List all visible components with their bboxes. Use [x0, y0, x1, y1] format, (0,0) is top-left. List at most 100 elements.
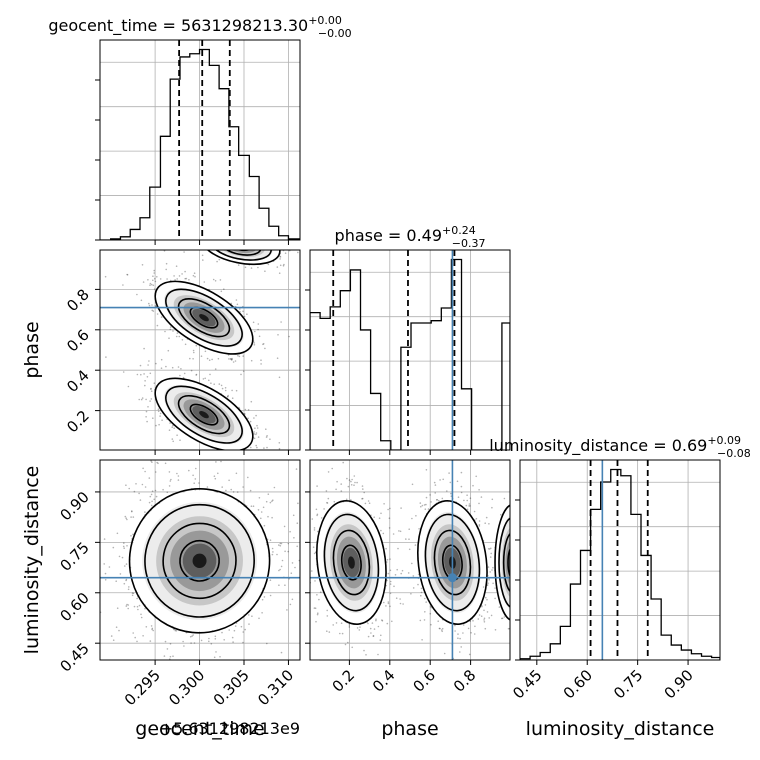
mode-edge-sample — [251, 236, 253, 238]
mode-0-sample — [169, 326, 172, 328]
mode-edge-sample — [512, 595, 514, 597]
mode-0-sample — [370, 632, 372, 634]
mode-1-sample — [171, 426, 173, 429]
mode-1-sample — [411, 517, 413, 520]
mode-0-sample — [272, 551, 274, 553]
mode-0-contour-3 — [179, 539, 220, 582]
mode-0-sample — [175, 335, 178, 338]
mode-edge-sample — [247, 248, 249, 250]
mode-0-sample — [331, 467, 334, 470]
mode-0-sample — [380, 529, 382, 532]
mode-edge-sample — [222, 245, 224, 247]
mode-edge-sample — [491, 498, 494, 501]
mode-edge-sample — [254, 241, 256, 243]
mode-0-sample — [126, 273, 128, 276]
mode-1-sample — [213, 464, 215, 466]
mode-0-sample — [154, 277, 156, 280]
mode-0-contour-2 — [162, 522, 237, 600]
mode-edge-sample — [529, 594, 531, 596]
mode-0-sample — [281, 559, 284, 562]
mode-0-sample — [156, 276, 158, 278]
mode-edge-sample — [528, 560, 530, 562]
mode-0-sample — [252, 321, 255, 324]
mode-1-sample — [468, 505, 470, 507]
mode-edge-sample — [533, 568, 535, 570]
mode-0-sample — [242, 486, 244, 488]
mode-0-sample — [295, 528, 297, 530]
mode-1-sample — [400, 507, 402, 509]
mode-1-sample — [434, 492, 437, 494]
mode-1-sample — [153, 382, 156, 385]
mode-1-sample — [230, 458, 232, 460]
mode-1-sample — [147, 406, 149, 408]
mode-1-sample — [491, 569, 493, 571]
mode-1-sample — [159, 412, 162, 415]
mode-edge-sample — [228, 244, 230, 246]
mode-0-sample — [260, 517, 262, 520]
mode-0-sample — [272, 499, 274, 502]
mode-0-sample — [356, 481, 358, 484]
mode-0-sample — [214, 638, 217, 640]
mode-1-sample — [213, 383, 215, 386]
mode-1-sample — [473, 510, 476, 513]
mode-edge-contour-2 — [219, 250, 262, 256]
mode-edge-sample — [240, 228, 242, 230]
mode-0-sample — [228, 479, 230, 482]
mode-0-sample — [292, 514, 295, 517]
mode-edge-sample — [189, 234, 191, 236]
mode-edge-sample — [515, 641, 517, 643]
mode-1-sample — [144, 384, 146, 387]
mode-0-sample — [239, 308, 241, 310]
mode-1-sample — [487, 566, 490, 568]
mode-0-sample — [183, 645, 185, 647]
mode-edge-sample — [279, 255, 281, 258]
mode-1-contour-2 — [177, 394, 231, 435]
mode-0-sample — [177, 475, 180, 477]
mode-0-sample — [125, 605, 128, 607]
mode-edge-sample — [523, 605, 525, 607]
mode-0-sample — [231, 636, 234, 639]
mode-0-sample — [396, 568, 399, 571]
mode-edge-sample — [515, 595, 517, 597]
mode-0-sample — [195, 344, 198, 347]
mode-edge-sample — [256, 248, 258, 250]
mode-1-sample — [418, 528, 420, 530]
mode-0-sample — [194, 478, 197, 480]
mode-1-sample — [283, 456, 285, 458]
mode-edge-sample — [512, 587, 514, 589]
mode-edge-sample — [227, 238, 229, 240]
mode-1-sample — [489, 556, 492, 558]
mode-1-sample — [176, 434, 178, 437]
mode-0-sample — [176, 472, 178, 475]
mode-edge-sample — [524, 569, 526, 571]
mode-0-sample — [167, 349, 170, 352]
mode-edge-sample — [530, 538, 532, 540]
mode-0-sample — [232, 641, 234, 643]
mode-0-sample — [144, 470, 146, 473]
mode-0-sample — [215, 651, 217, 653]
mode-0-sample — [289, 603, 292, 606]
mode-edge-sample — [267, 263, 270, 266]
mode-edge-sample — [252, 236, 254, 238]
mode-0-sample — [240, 373, 242, 376]
mode-edge-sample — [199, 248, 201, 250]
mode-edge-sample — [207, 223, 209, 225]
mode-1-sample — [139, 364, 142, 367]
mode-edge-sample — [253, 237, 255, 239]
mode-edge-sample — [513, 625, 515, 627]
mode-edge-sample — [516, 524, 518, 526]
mode-0-sample — [125, 484, 127, 487]
mode-0-sample — [134, 636, 136, 639]
mode-edge-sample — [240, 244, 242, 246]
panel-2d-distance-vs-phase — [295, 460, 535, 660]
mode-0-sample — [249, 674, 251, 676]
mode-0-sample — [131, 510, 133, 513]
mode-0-sample — [193, 482, 195, 485]
mode-edge-sample — [522, 559, 524, 561]
mode-0-sample — [126, 603, 128, 606]
mode-1-sample — [478, 520, 481, 522]
mode-0-sample — [257, 328, 259, 331]
mode-1-sample — [150, 398, 153, 400]
mode-edge-sample — [262, 243, 264, 245]
mode-0-sample — [213, 656, 216, 659]
